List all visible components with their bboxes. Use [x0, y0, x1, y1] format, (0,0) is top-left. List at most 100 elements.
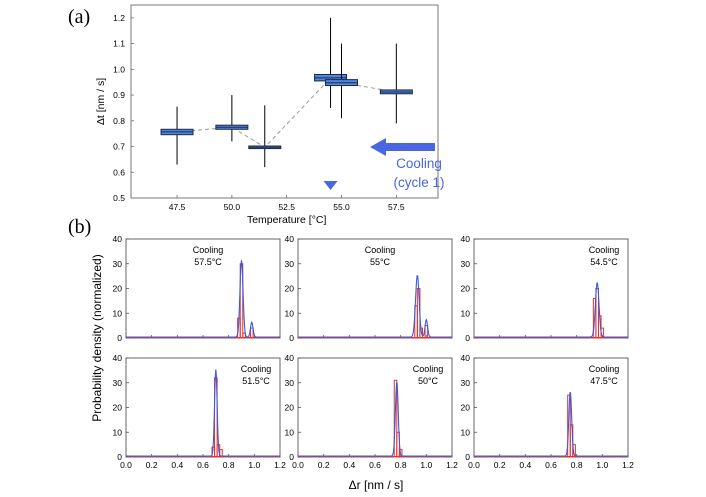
- histogram-panel: 0 10 20 30 40 0.0 0.2 0.4 0.6 0.8 1.0 1.2 Cooling 50°…: [285, 353, 459, 470]
- x-tick-label: 0.0: [292, 460, 304, 470]
- panel-label-a: (a): [68, 6, 90, 28]
- x-tick-label: 47.5: [169, 202, 186, 212]
- histogram-panel: 0 10 20 30 40 Cooling 57.5°C: [113, 234, 281, 343]
- y-tick-label: 40: [113, 353, 123, 363]
- boxes: [160, 17, 413, 168]
- cycle-label: (cycle 1): [393, 175, 444, 190]
- x-tick-label: 1.0: [596, 460, 608, 470]
- y-tick-label: 0: [117, 452, 122, 462]
- x-tick-label: 0.2: [494, 460, 506, 470]
- y-tick-label: 20: [461, 284, 471, 294]
- x-tick-label: 0.4: [343, 460, 355, 470]
- panel-label-b: (b): [68, 216, 91, 238]
- density-curve: [298, 275, 452, 338]
- y-tick-label: 20: [461, 403, 471, 413]
- histogram-panel: 0 10 20 30 40 0.0 0.2 0.4 0.6 0.8 1.0 1.2 Cooling 51.…: [113, 353, 287, 470]
- y-tick-label: 0.9: [113, 90, 125, 100]
- y-axis-label: Δt [nm / s]: [95, 78, 107, 125]
- y-tick-label: 0: [289, 333, 294, 343]
- panel-label-line2: 51.5°C: [242, 376, 270, 386]
- y-tick-label: 0.5: [113, 193, 125, 203]
- x-tick-label: 50.0: [224, 202, 241, 212]
- x-tick-label: 55.0: [333, 202, 350, 212]
- y-tick-label: 10: [461, 427, 471, 437]
- y-tick-label: 40: [461, 353, 471, 363]
- y-tick-label: 10: [113, 308, 123, 318]
- panel-label-line2: 50°C: [418, 376, 439, 386]
- y-tick-label: 0: [289, 452, 294, 462]
- y-tick-label: 0.7: [113, 142, 125, 152]
- x-tick-label: 0.6: [197, 460, 209, 470]
- box-chart-frame: [130, 4, 439, 199]
- histogram-y-axis-label: Probability density (normalized): [90, 254, 104, 421]
- y-tick-label: 0.8: [113, 116, 125, 126]
- y-tick-label: 20: [113, 403, 123, 413]
- panel-label-line1: Cooling: [413, 364, 444, 374]
- histogram-bar: [249, 327, 254, 339]
- histogram-panel: 0 10 20 30 40 Cooling 54.5°C: [461, 234, 629, 343]
- y-tick-label: 10: [461, 308, 471, 318]
- y-tick-label: 1.0: [113, 64, 125, 74]
- y-tick-label: 30: [113, 378, 123, 388]
- trend-polyline: [177, 77, 397, 148]
- x-tick-label: 1.0: [248, 460, 260, 470]
- x-tick-label: 0.4: [171, 460, 183, 470]
- x-tick-label: 1.0: [420, 460, 432, 470]
- x-axis-label: Temperature [°C]: [247, 214, 327, 226]
- temperature-marker-icon: [323, 181, 338, 190]
- x-tick-label: 0.8: [223, 460, 235, 470]
- y-tick-label: 40: [285, 353, 295, 363]
- y-tick-label: 30: [285, 259, 295, 269]
- y-tick-label: 0: [117, 333, 122, 343]
- y-tick-label: 40: [461, 234, 471, 244]
- x-tick-label: 57.5: [388, 202, 405, 212]
- x-tick-label: 0.4: [519, 460, 531, 470]
- x-tick-label: 0.6: [369, 460, 381, 470]
- x-tick-label: 52.5: [278, 202, 295, 212]
- x-tick-label: 1.2: [274, 460, 286, 470]
- y-tick-label: 10: [285, 308, 295, 318]
- histogram-panel: 0 10 20 30 40 Cooling 55°C: [285, 234, 453, 343]
- cooling-label: Cooling: [396, 156, 442, 171]
- y-tick-label: 20: [285, 403, 295, 413]
- panel-label-line1: Cooling: [589, 245, 620, 255]
- histogram-x-axis-label: Δr [nm / s]: [349, 478, 404, 492]
- y-tick-label: 0: [465, 333, 470, 343]
- panel-label-line1: Cooling: [193, 245, 224, 255]
- y-tick-label: 40: [285, 234, 295, 244]
- y-tick-label: 0.6: [113, 167, 125, 177]
- x-tick-label: 0.6: [545, 460, 557, 470]
- y-tick-label: 40: [113, 234, 123, 244]
- y-tick-label: 30: [285, 378, 295, 388]
- x-tick-label: 0.2: [146, 460, 158, 470]
- panel-label-line2: 54.5°C: [590, 257, 618, 267]
- y-tick-label: 10: [285, 427, 295, 437]
- median-trend-line: [177, 77, 397, 148]
- x-tick-label: 0.0: [468, 460, 480, 470]
- histogram-grid: 0 10 20 30 40 Cooling 57.5°C 0 10 20 30 40 Cooling 55…: [113, 234, 635, 470]
- density-curve: [474, 392, 628, 457]
- x-tick-label: 0.8: [571, 460, 583, 470]
- panel-label-line1: Cooling: [365, 245, 396, 255]
- x-tick-label: 0.0: [120, 460, 132, 470]
- y-tick-label: 30: [461, 259, 471, 269]
- y-tick-label: 1.2: [113, 13, 125, 23]
- y-tick-label: 0: [465, 452, 470, 462]
- x-tick-label: 1.2: [622, 460, 634, 470]
- x-ticks: 47.5 50.0 52.5 55.0 57.5: [169, 195, 405, 212]
- y-tick-label: 30: [113, 259, 123, 269]
- x-tick-label: 0.8: [395, 460, 407, 470]
- box-chart: 0.5 0.6 0.7 0.8 0.9 1.0 1.1 1.2 47.5 50.0 52.5 55.…: [95, 4, 445, 226]
- panel-label-line1: Cooling: [589, 364, 620, 374]
- density-curve: [126, 369, 280, 457]
- x-tick-label: 0.2: [318, 460, 330, 470]
- y-tick-label: 10: [113, 427, 123, 437]
- panel-label-line2: 57.5°C: [194, 257, 222, 267]
- panel-label-line2: 55°C: [370, 257, 391, 267]
- panel-label-line2: 47.5°C: [590, 376, 618, 386]
- y-tick-label: 20: [285, 284, 295, 294]
- y-ticks: 0.5 0.6 0.7 0.8 0.9 1.0 1.1 1.2: [113, 13, 134, 203]
- y-tick-label: 20: [113, 284, 123, 294]
- density-curve: [126, 260, 280, 338]
